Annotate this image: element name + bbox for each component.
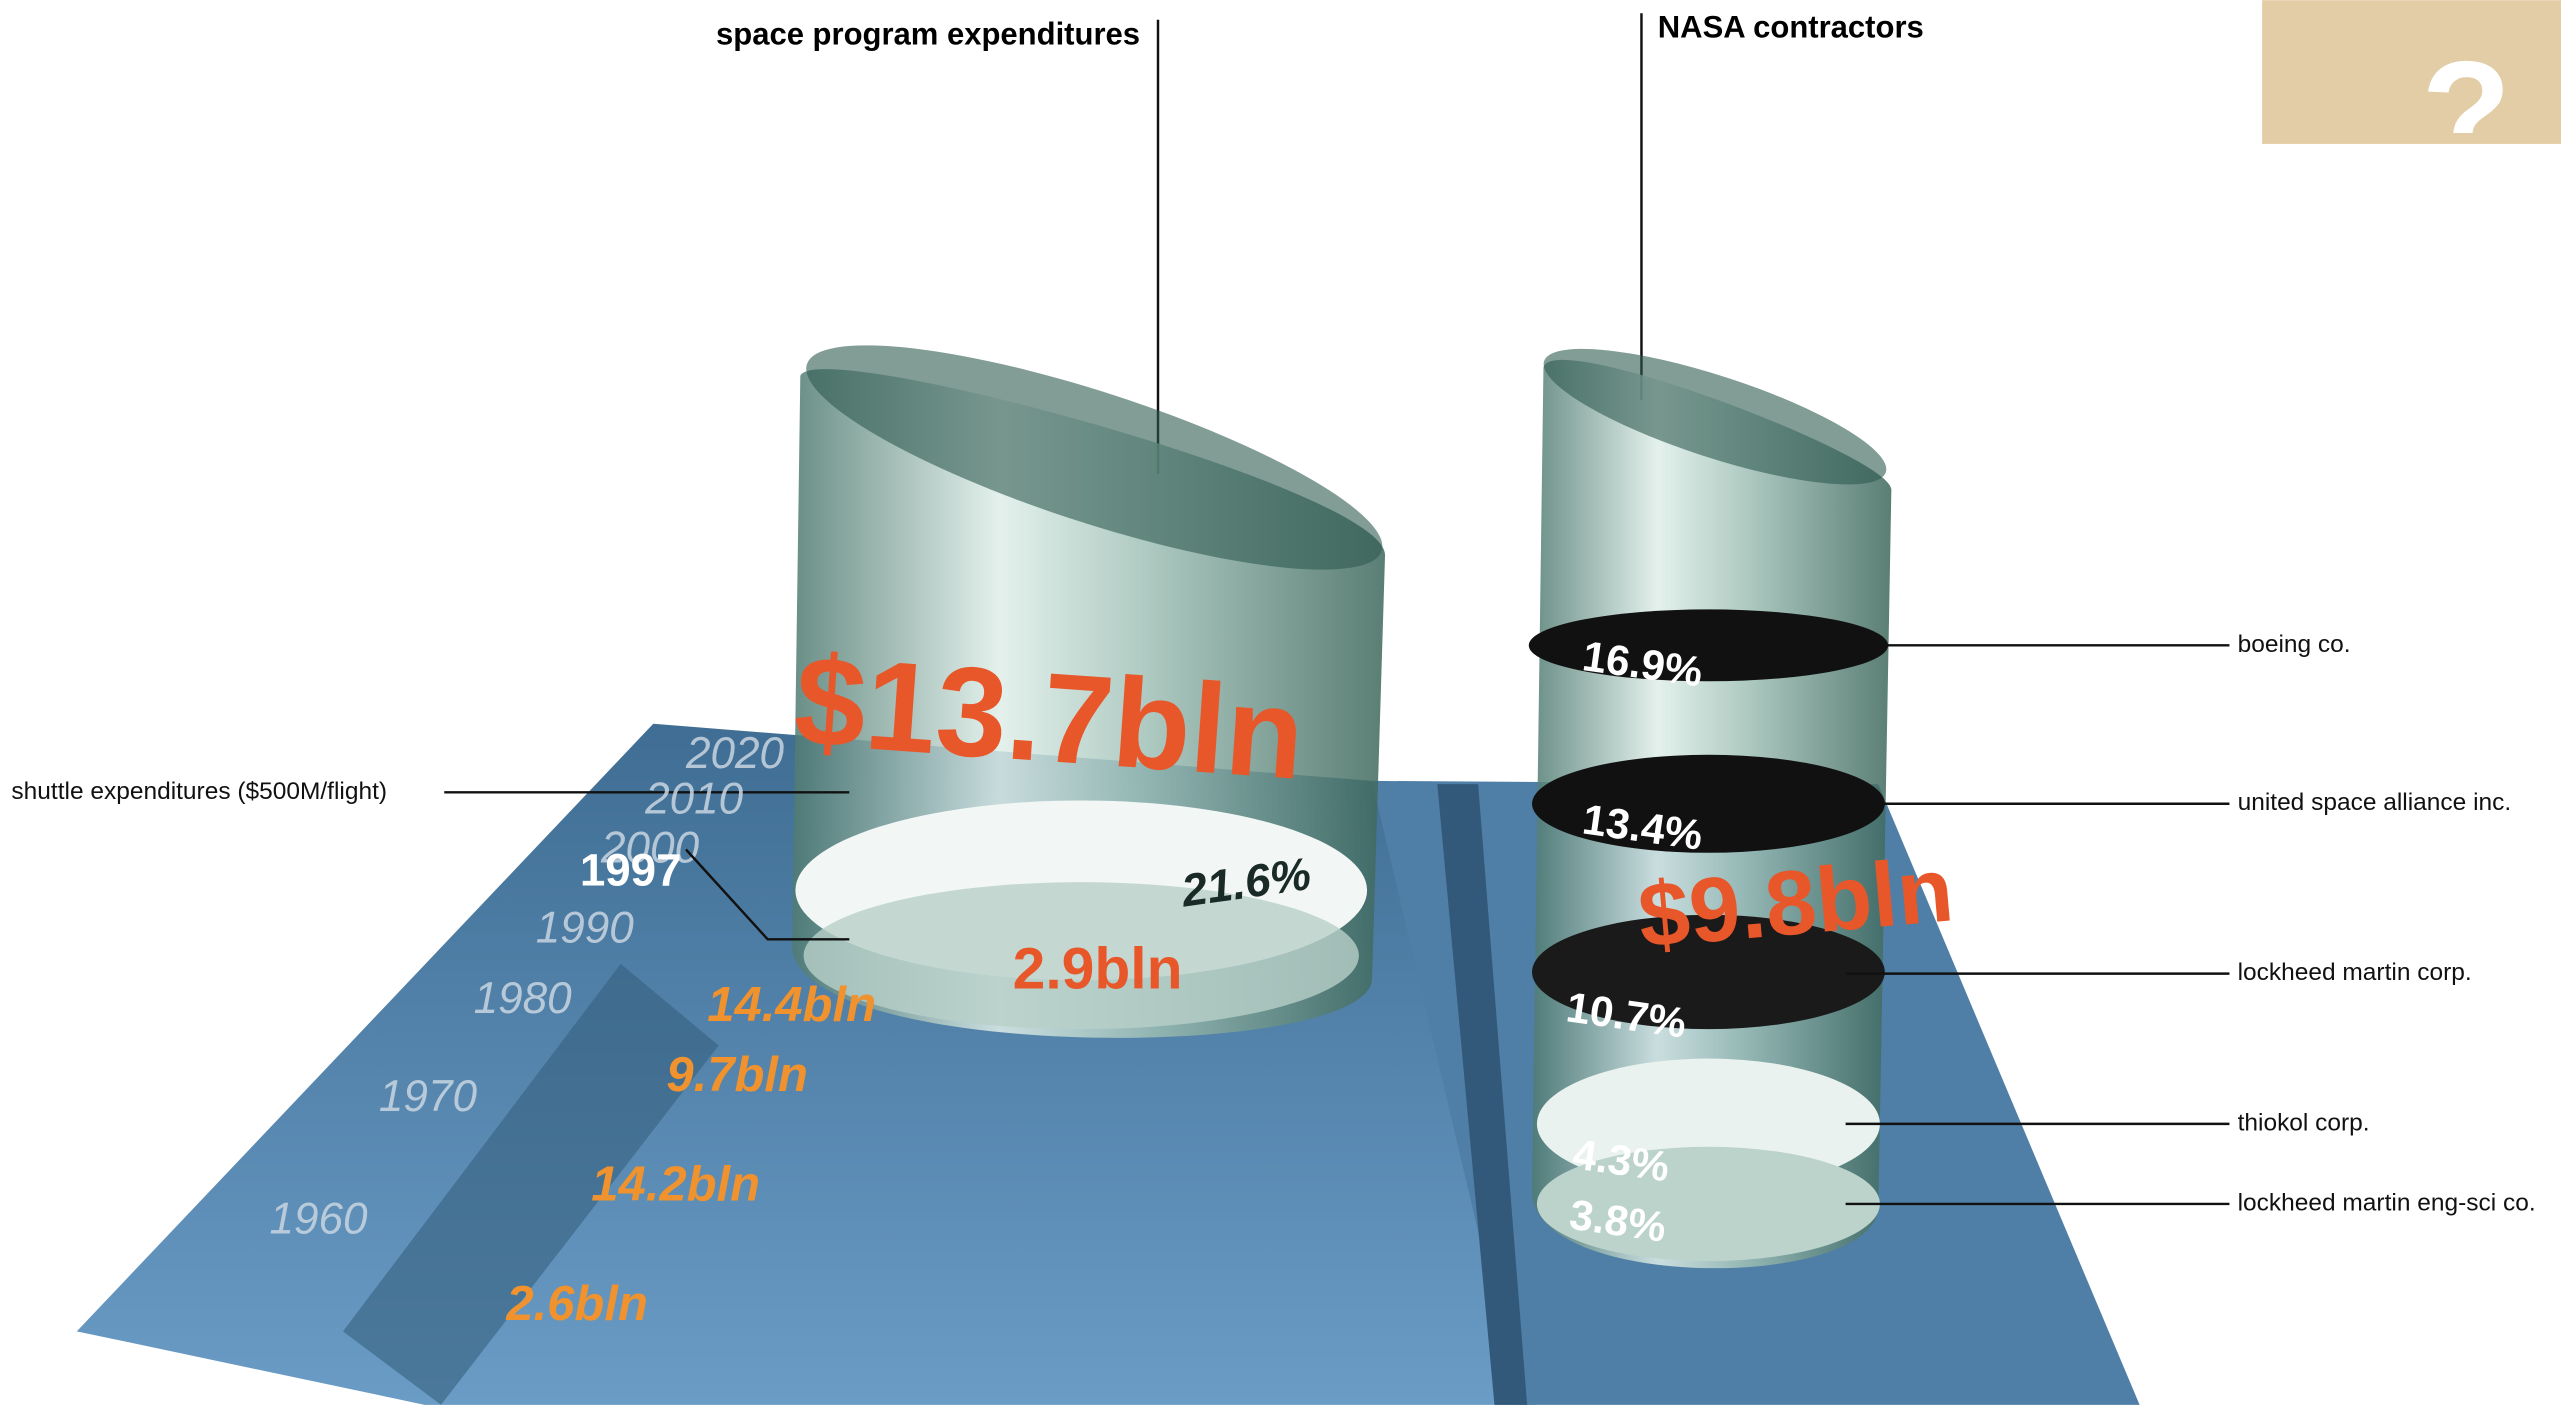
title: space program expenditures bbox=[716, 16, 1140, 51]
floor-edge bbox=[1437, 784, 1528, 1405]
contractor-name: boeing co. bbox=[2238, 631, 2351, 658]
year: 2010 bbox=[644, 775, 744, 824]
year: 1980 bbox=[474, 974, 573, 1023]
year: 1960 bbox=[269, 1194, 368, 1243]
year: 1970 bbox=[379, 1072, 478, 1121]
year-marker bbox=[685, 848, 850, 941]
year: 1990 bbox=[536, 904, 635, 953]
program-total: $13.7bln bbox=[790, 629, 1308, 806]
year: 2020 bbox=[685, 729, 785, 778]
annotation: shuttle expenditures ($500M/flight) bbox=[11, 778, 387, 805]
timeline-value: 14.2bln bbox=[591, 1158, 760, 1212]
shuttle-cost: 2.9bln bbox=[1013, 936, 1183, 1001]
ring bbox=[1528, 609, 1889, 682]
ring bbox=[1532, 914, 1885, 1030]
cylinder-top bbox=[1543, 348, 1887, 485]
timeline-value: 9.7bln bbox=[666, 1048, 808, 1102]
timeline-value: 14.4bln bbox=[707, 978, 876, 1032]
help-box[interactable] bbox=[2262, 0, 2561, 144]
contractor-name: lockheed martin eng-sci co. bbox=[2238, 1189, 2536, 1216]
year: 1997 bbox=[580, 844, 682, 895]
help-icon[interactable]: ? bbox=[2421, 32, 2511, 196]
timeline-value: 2.6bln bbox=[505, 1277, 648, 1331]
contractor-list: boeing co.16.9%united space alliance inc… bbox=[1563, 631, 2535, 1251]
title: NASA contractors bbox=[1658, 10, 1924, 45]
contractor-name: lockheed martin corp. bbox=[2238, 959, 2472, 986]
ring bbox=[1532, 754, 1885, 853]
contractor-name: united space alliance inc. bbox=[2238, 789, 2512, 816]
contractor-name: thiokol corp. bbox=[2238, 1109, 2370, 1136]
shuttle-disc bbox=[803, 882, 1359, 1030]
cylinder-top bbox=[806, 345, 1383, 570]
ring bbox=[1536, 1146, 1880, 1262]
year: 2000 bbox=[600, 824, 700, 873]
step bbox=[342, 963, 719, 1405]
